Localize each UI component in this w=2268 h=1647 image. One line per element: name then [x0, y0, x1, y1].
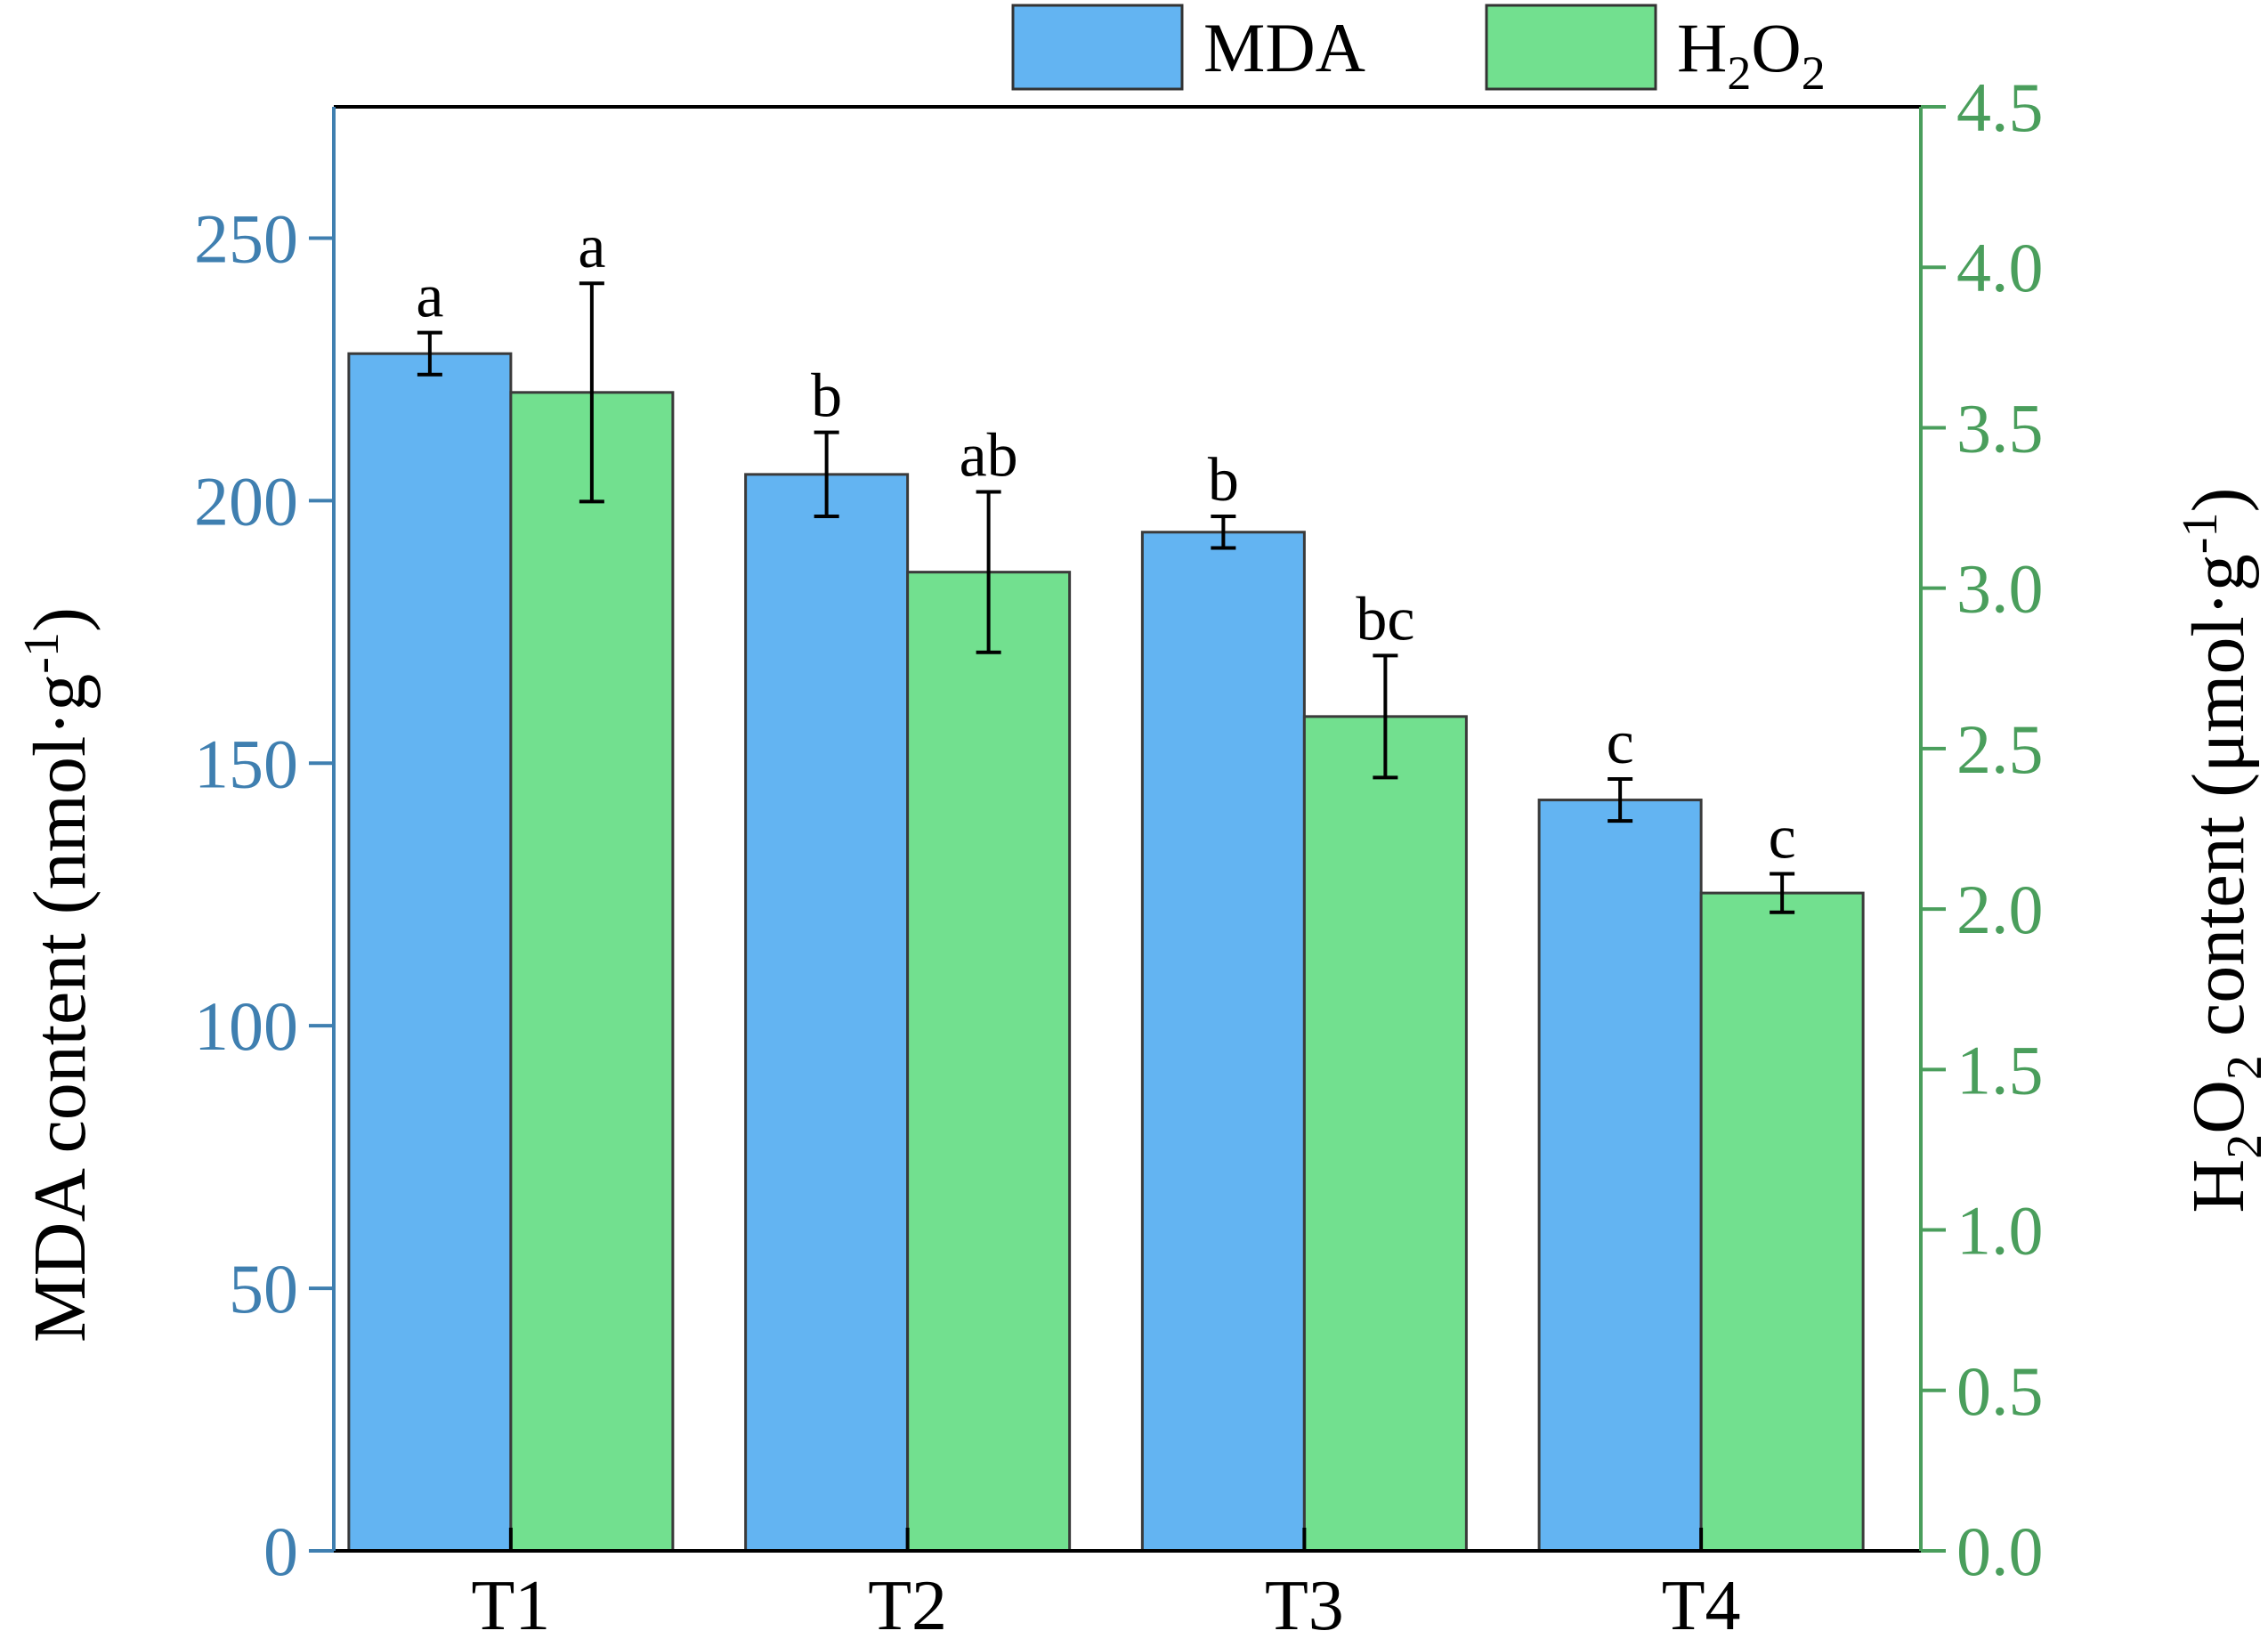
y-right-tick-label-0-0: 0.0: [1956, 1513, 2044, 1590]
significance-label-h2o2-t2: ab: [960, 422, 1018, 491]
y-left-axis-title: MDA content (nmol·g-1): [14, 607, 101, 1343]
bar-h2o2-t1: [509, 391, 675, 1553]
significance-label-mda-t3: b: [1208, 446, 1239, 515]
legend-h2o2-o: O: [1751, 9, 1801, 86]
y-left-tick-label-0: 0: [263, 1513, 298, 1590]
y-left-title-sup: -1: [14, 632, 69, 674]
y-right-title-sub2: 2: [2217, 1055, 2268, 1080]
y-right-title-sup: -1: [2173, 513, 2228, 555]
bar-mda-t3: [1140, 531, 1306, 1553]
y-right-title-o: O: [2177, 1080, 2260, 1134]
y-right-tick-label-4-5: 4.5: [1956, 69, 2044, 146]
x-tick-label-t1: T1: [471, 1567, 550, 1645]
y-left-tick-label-150: 150: [194, 725, 298, 802]
y-left-tick-label-250: 250: [194, 199, 298, 277]
bar-h2o2-t4: [1699, 891, 1865, 1553]
significance-label-h2o2-t4: c: [1769, 803, 1796, 872]
significance-label-h2o2-t3: bc: [1356, 585, 1414, 653]
y-left-title-main: MDA content (nmol·g: [19, 674, 101, 1343]
y-right-tick-label-2-5: 2.5: [1956, 710, 2044, 788]
legend-h2o2-h: H: [1677, 9, 1727, 86]
significance-label-mda-t1: a: [416, 263, 443, 331]
legend-label-h2o2: H2O2: [1677, 9, 1826, 100]
y-right-tick-label-0-5: 0.5: [1956, 1352, 2044, 1430]
x-tick-label-t4: T4: [1662, 1567, 1741, 1645]
error-bars-layer: [417, 281, 1795, 914]
y-right-title-end: ): [2177, 488, 2260, 513]
y-right-tick-label-4-0: 4.0: [1956, 229, 2044, 306]
legend-swatch-mda: [1011, 4, 1184, 91]
labels-layer: a a T1 b ab T2 b bc T3 c c T4 0 50 100 150 200 250 0.0 0.5 1…: [194, 69, 2044, 1645]
y-left-tick-label-100: 100: [194, 987, 298, 1065]
significance-label-h2o2-t1: a: [578, 213, 605, 281]
bar-mda-t1: [347, 352, 513, 1553]
y-left-tick-label-200: 200: [194, 462, 298, 540]
bar-mda-t2: [744, 473, 910, 1553]
x-tick-label-t3: T3: [1265, 1567, 1344, 1645]
y-right-tick-label-1-0: 1.0: [1956, 1192, 2044, 1270]
y-left-tick-label-50: 50: [229, 1250, 298, 1327]
y-right-title-sub1: 2: [2217, 1134, 2268, 1159]
legend: MDA H2O2: [1011, 4, 1826, 100]
x-tick-label-t2: T2: [868, 1567, 947, 1645]
y-right-tick-label-2-0: 2.0: [1956, 871, 2044, 948]
legend-h2o2-sub2: 2: [1802, 46, 1826, 100]
significance-label-mda-t4: c: [1607, 709, 1634, 777]
bar-h2o2-t3: [1302, 715, 1468, 1553]
legend-label-mda: MDA: [1203, 9, 1365, 86]
y-right-title-h: H: [2177, 1159, 2260, 1213]
y-right-title-rest: content (μmol·g: [2177, 554, 2260, 1055]
bar-mda-t4: [1537, 799, 1703, 1553]
y-right-tick-label-3-5: 3.5: [1956, 389, 2044, 467]
significance-label-mda-t2: b: [811, 362, 842, 431]
y-left-title-end: ): [19, 607, 101, 632]
bar-h2o2-t2: [906, 571, 1072, 1553]
axes-layer: [332, 105, 1923, 1553]
legend-h2o2-sub1: 2: [1727, 46, 1751, 100]
bars-layer: [347, 352, 1865, 1553]
ticks-layer: [309, 105, 1946, 1553]
y-right-axis-title: H2O2 content (μmol·g-1): [2173, 488, 2268, 1213]
y-right-tick-label-1-5: 1.5: [1956, 1031, 2044, 1108]
legend-swatch-h2o2: [1485, 4, 1657, 91]
y-right-tick-label-3-0: 3.0: [1956, 550, 2044, 628]
